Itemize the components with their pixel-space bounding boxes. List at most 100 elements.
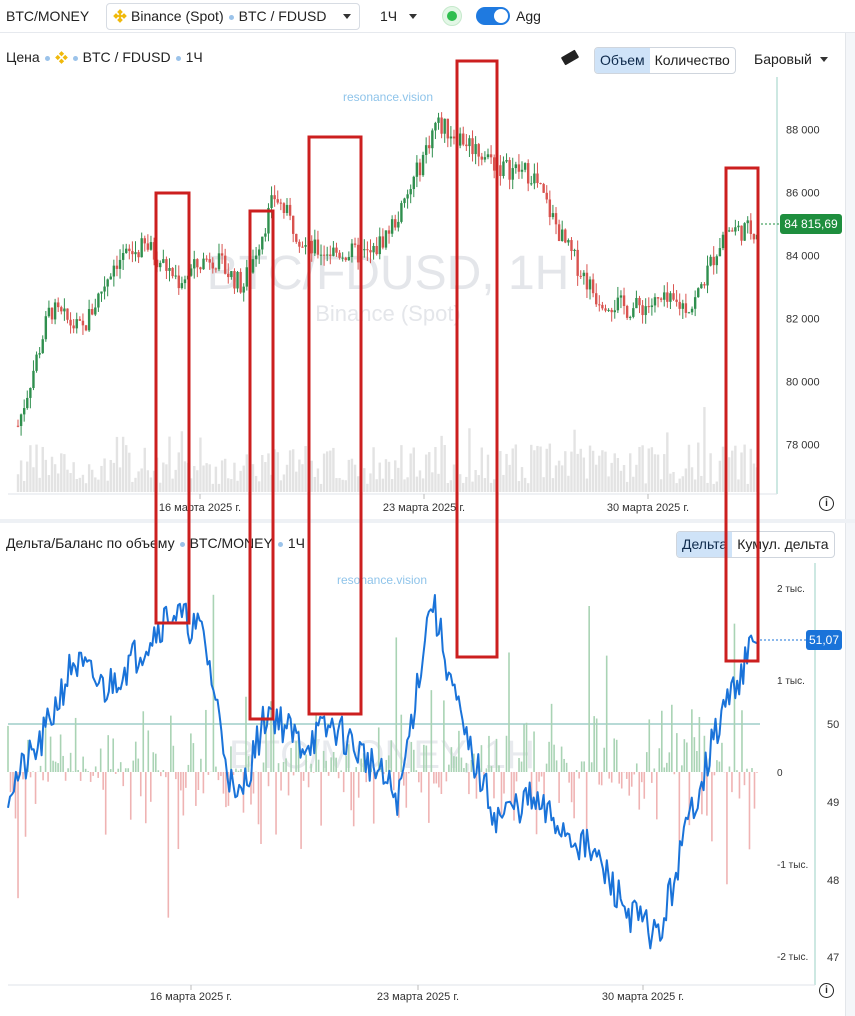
delta-chart[interactable]: resonance.vision BTC/MONEY, 1H 2 тыс.1 т… bbox=[0, 523, 845, 1010]
volume-bar bbox=[106, 480, 109, 492]
candle-body bbox=[279, 202, 283, 204]
volume-bar bbox=[356, 476, 360, 492]
volume-bar bbox=[403, 479, 406, 492]
candle-body bbox=[72, 325, 75, 329]
price-tick-label: 88 000 bbox=[786, 124, 820, 136]
candle-body bbox=[394, 219, 397, 228]
timeframe-selector[interactable]: 1Ч bbox=[380, 0, 420, 32]
candle-body bbox=[387, 230, 391, 234]
candle-body bbox=[66, 308, 69, 320]
symbol-label[interactable]: BTC/MONEY bbox=[6, 8, 90, 24]
volume-bar bbox=[32, 467, 35, 492]
candle-body bbox=[449, 136, 453, 139]
delta-bar-negative bbox=[748, 772, 751, 850]
candle-body bbox=[344, 257, 347, 261]
delta-bar-negative bbox=[312, 772, 315, 773]
candle-body bbox=[162, 259, 165, 263]
volume-bar bbox=[38, 477, 41, 492]
volume-bar bbox=[718, 460, 722, 492]
cumulative-delta-button[interactable]: Кумул. дельта bbox=[737, 536, 829, 552]
candle-body bbox=[409, 189, 412, 195]
volume-bar bbox=[409, 453, 412, 492]
delta-bar-negative bbox=[500, 772, 503, 815]
volume-bar bbox=[526, 483, 530, 492]
delta-bar-negative bbox=[79, 772, 82, 781]
delta-bar-negative bbox=[475, 772, 478, 799]
delta-bar-positive bbox=[112, 738, 115, 772]
delta-bar-positive bbox=[72, 771, 74, 772]
candle-body bbox=[659, 298, 663, 300]
delta-bar-negative bbox=[753, 772, 756, 809]
delta-bar-positive bbox=[453, 756, 455, 772]
candle-body bbox=[564, 229, 567, 243]
delta-bar-positive bbox=[119, 762, 122, 772]
volume-bar bbox=[165, 464, 168, 492]
volume-bar bbox=[428, 452, 431, 492]
volume-bar bbox=[66, 469, 69, 492]
delta-bar-positive bbox=[235, 768, 237, 772]
separator-dot bbox=[44, 55, 50, 61]
volume-bar bbox=[236, 480, 239, 492]
price-tick-label: 86 000 bbox=[786, 187, 820, 199]
last-price-badge bbox=[780, 214, 842, 234]
delta-bar-negative bbox=[307, 772, 310, 788]
volume-bar bbox=[477, 475, 480, 492]
delta-bar-positive bbox=[565, 762, 568, 772]
chart-type-selector[interactable]: Баровый bbox=[754, 47, 828, 72]
delta-bar-positive bbox=[245, 696, 247, 772]
volume-bar bbox=[84, 483, 88, 492]
volume-bar bbox=[499, 451, 502, 492]
live-status-icon[interactable] bbox=[442, 6, 462, 26]
candle-body bbox=[248, 267, 252, 273]
chart-type-label: Баровый bbox=[754, 51, 812, 67]
delta-bar-positive bbox=[59, 734, 62, 772]
candle-body bbox=[523, 163, 527, 170]
delta-bar-negative bbox=[558, 772, 560, 803]
candle-body bbox=[298, 241, 301, 247]
price-panel-header: Цена BTC / FDUSD 1Ч Объем Количество Баров… bbox=[0, 37, 845, 77]
delta-bar-positive bbox=[387, 755, 390, 772]
delta-bar-negative bbox=[543, 772, 545, 796]
volume-bar bbox=[462, 482, 465, 492]
exchange-pair-selector[interactable]: Binance (Spot) BTC / FDUSD bbox=[106, 3, 360, 30]
delta-bar-positive bbox=[295, 741, 297, 772]
delta-mode-button[interactable]: Дельта bbox=[677, 532, 733, 557]
candle-body bbox=[421, 154, 425, 176]
volume-bar bbox=[350, 458, 354, 492]
delta-bar-negative bbox=[42, 772, 44, 781]
info-icon[interactable]: i bbox=[819, 496, 834, 511]
delta-bar-negative bbox=[365, 772, 368, 783]
delta-bar-negative bbox=[24, 772, 27, 837]
volume-bar bbox=[29, 445, 32, 492]
price-chart[interactable]: resonance.vision BTC/FDUSD, 1H Binance (… bbox=[0, 37, 845, 517]
volume-bar bbox=[465, 476, 468, 492]
candle-body bbox=[613, 310, 616, 313]
delta-bar-positive bbox=[525, 722, 528, 772]
volume-mode-button[interactable]: Объем bbox=[595, 48, 650, 73]
candle-body bbox=[38, 353, 41, 355]
delta-bar-negative bbox=[438, 772, 440, 788]
candle-body bbox=[622, 295, 626, 307]
delta-bar-positive bbox=[653, 768, 656, 772]
volume-bar bbox=[291, 449, 295, 492]
info-icon[interactable]: i bbox=[819, 983, 834, 998]
volume-bar bbox=[474, 470, 477, 492]
agg-toggle[interactable] bbox=[476, 7, 510, 25]
volume-bar bbox=[400, 445, 403, 492]
delta-bar-positive bbox=[505, 735, 508, 772]
quantity-mode-button[interactable]: Количество bbox=[654, 52, 730, 68]
volume-bar bbox=[307, 483, 310, 492]
delta-bar-positive bbox=[485, 768, 488, 772]
candle-body bbox=[681, 303, 684, 309]
delta-bar-negative bbox=[418, 772, 420, 783]
delta-tick-label: 0 bbox=[777, 768, 783, 779]
candle-body bbox=[601, 304, 604, 309]
volume-bar bbox=[669, 473, 672, 492]
volume-bar bbox=[109, 459, 112, 492]
candle-body bbox=[26, 397, 29, 409]
volume-bar bbox=[489, 482, 493, 492]
candle-body bbox=[740, 225, 743, 241]
delta-bar-negative bbox=[89, 772, 92, 782]
candle-body bbox=[561, 229, 564, 241]
delta-bar-positive bbox=[335, 757, 337, 772]
